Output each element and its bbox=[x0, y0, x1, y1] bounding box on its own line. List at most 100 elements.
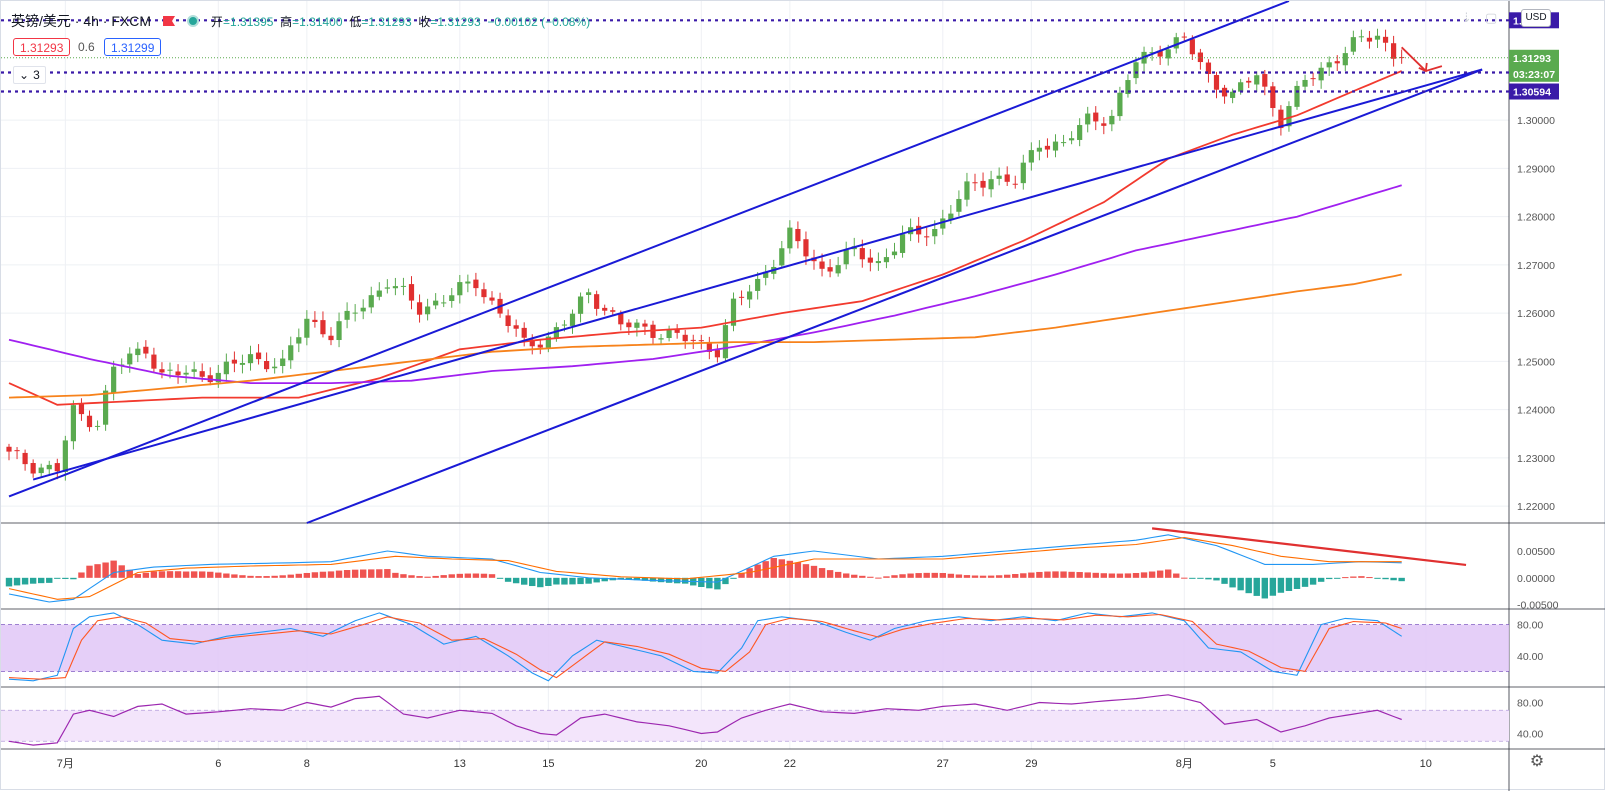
macd-histogram-bar bbox=[54, 577, 61, 579]
candle bbox=[1020, 162, 1026, 184]
candle bbox=[642, 323, 648, 327]
price-tick-label: 1.29000 bbox=[1517, 163, 1555, 175]
candle bbox=[1109, 115, 1115, 125]
candle bbox=[255, 352, 262, 360]
price-tick-label: 1.30000 bbox=[1517, 115, 1555, 127]
candle bbox=[666, 330, 672, 339]
macd-histogram-bar bbox=[1350, 576, 1357, 578]
macd-histogram-bar bbox=[472, 573, 480, 578]
candle bbox=[481, 289, 487, 298]
flag-icon[interactable] bbox=[163, 16, 176, 26]
macd-histogram-bar bbox=[21, 577, 29, 585]
candle bbox=[1318, 67, 1324, 81]
sell-price-button[interactable]: 1.31293 bbox=[13, 38, 71, 56]
arrow-down-icon[interactable]: ⇣ bbox=[1461, 10, 1472, 25]
macd-histogram-bar bbox=[1301, 577, 1309, 587]
candle bbox=[78, 403, 85, 415]
macd-histogram-bar bbox=[1044, 571, 1051, 578]
macd-histogram-bar bbox=[190, 571, 198, 578]
candle bbox=[835, 265, 841, 274]
candle bbox=[1149, 52, 1155, 54]
gear-icon[interactable]: ⚙ bbox=[1529, 753, 1545, 770]
macd-histogram-bar bbox=[1334, 577, 1341, 579]
macd-histogram-bar bbox=[62, 577, 69, 579]
candle bbox=[763, 271, 769, 278]
candle bbox=[6, 446, 12, 452]
macd-tick-label: -0.00500 bbox=[1517, 600, 1559, 612]
macd-histogram-bar bbox=[1148, 571, 1156, 578]
currency-button[interactable]: USD bbox=[1521, 9, 1551, 27]
candle bbox=[1246, 80, 1252, 83]
symbol-title[interactable]: 英镑/美元 · 4h · FXCM bbox=[11, 13, 152, 29]
candle bbox=[304, 318, 310, 338]
macd-histogram-bar bbox=[1108, 573, 1116, 578]
time-tick-label: 8月 bbox=[1176, 758, 1193, 770]
market-status-icon bbox=[187, 15, 200, 27]
macd-histogram-bar bbox=[295, 573, 302, 578]
candle bbox=[980, 180, 986, 188]
macd-histogram-bar bbox=[593, 577, 600, 583]
macd-histogram-bar bbox=[1036, 571, 1043, 578]
macd-histogram-bar bbox=[698, 577, 705, 588]
indicators-toggle[interactable]: ⌄ 3 bbox=[13, 66, 46, 84]
candle bbox=[167, 369, 173, 371]
macd-histogram-bar bbox=[1358, 576, 1365, 578]
candle bbox=[62, 440, 68, 472]
macd-histogram-bar bbox=[311, 572, 319, 578]
buy-price-button[interactable]: 1.31299 bbox=[104, 38, 162, 56]
low-label: 低 bbox=[349, 14, 362, 29]
candle bbox=[577, 296, 584, 314]
candle bbox=[199, 371, 205, 377]
macd-line bbox=[8, 534, 1402, 603]
chart-header: 英镑/美元 · 4h · FXCM 开=1.31395 高=1.31400 低=… bbox=[11, 11, 590, 31]
candle bbox=[46, 464, 52, 470]
macd-histogram-bar bbox=[504, 577, 512, 582]
macd-histogram-bar bbox=[368, 569, 375, 578]
macd-histogram-bar bbox=[1398, 577, 1405, 582]
candle bbox=[819, 261, 825, 269]
macd-histogram-bar bbox=[150, 571, 158, 578]
square-icon[interactable]: ▢ bbox=[1485, 10, 1498, 25]
macd-histogram-bar bbox=[174, 571, 182, 578]
candle bbox=[175, 371, 181, 376]
macd-histogram-bar bbox=[834, 571, 842, 578]
macd-histogram-bar bbox=[1181, 577, 1188, 579]
macd-histogram-bar bbox=[818, 568, 826, 578]
candle bbox=[690, 339, 696, 341]
candle bbox=[586, 292, 592, 295]
macd-histogram-bar bbox=[1020, 573, 1027, 578]
high-value: 1.31400 bbox=[299, 14, 343, 29]
macd-histogram-bar bbox=[432, 575, 439, 578]
candle bbox=[1052, 141, 1059, 151]
macd-histogram-bar bbox=[649, 577, 657, 582]
candle bbox=[706, 342, 712, 352]
macd-histogram-bar bbox=[1253, 577, 1260, 596]
candle bbox=[392, 286, 398, 289]
macd-histogram-bar bbox=[126, 569, 133, 578]
macd-histogram-bar bbox=[601, 577, 608, 582]
macd-histogram-bar bbox=[1366, 577, 1373, 579]
macd-histogram-bar bbox=[1390, 577, 1397, 581]
macd-histogram-bar bbox=[891, 575, 898, 578]
macd-histogram-bar bbox=[335, 570, 343, 578]
macd-histogram-bar bbox=[585, 577, 592, 584]
macd-histogram-bar bbox=[142, 572, 150, 578]
macd-histogram-bar bbox=[231, 574, 238, 578]
candle bbox=[1189, 39, 1195, 55]
candle bbox=[1334, 61, 1340, 64]
price-tick-label: 1.24000 bbox=[1517, 405, 1555, 417]
time-tick-label: 22 bbox=[784, 758, 796, 770]
candle bbox=[1342, 53, 1348, 66]
time-tick-label: 8 bbox=[304, 758, 310, 770]
macd-histogram-bar bbox=[625, 577, 633, 580]
macd-histogram-bar bbox=[995, 575, 1003, 578]
macd-histogram-bar bbox=[408, 575, 415, 578]
candle bbox=[1012, 183, 1018, 185]
candles bbox=[6, 28, 1405, 481]
candle bbox=[626, 322, 632, 328]
macd-histogram-bar bbox=[360, 569, 367, 578]
candle bbox=[183, 372, 189, 375]
macd-histogram-bar bbox=[102, 562, 109, 578]
candle bbox=[1060, 142, 1067, 144]
